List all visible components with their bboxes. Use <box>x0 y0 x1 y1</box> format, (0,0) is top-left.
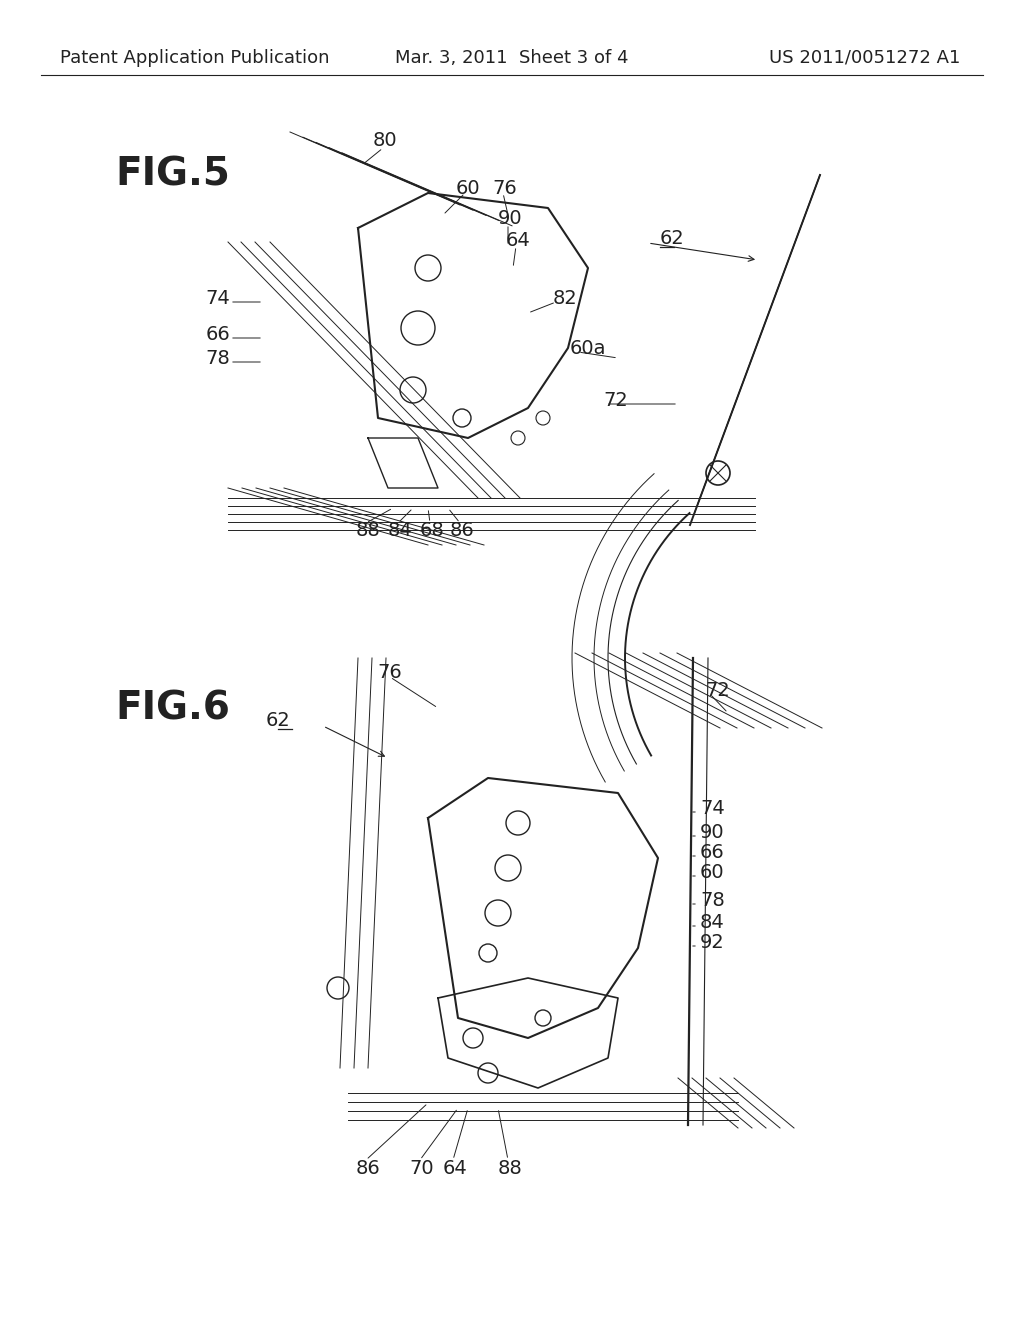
Text: 78: 78 <box>700 891 725 909</box>
Text: 60: 60 <box>700 862 725 882</box>
Text: 72: 72 <box>706 681 730 700</box>
Text: FIG.6: FIG.6 <box>115 690 229 729</box>
Text: 60a: 60a <box>569 338 606 358</box>
Text: 90: 90 <box>498 209 522 227</box>
Text: 74: 74 <box>700 799 725 817</box>
Text: 66: 66 <box>206 326 230 345</box>
Text: 60: 60 <box>456 178 480 198</box>
Text: 90: 90 <box>700 822 725 842</box>
Text: 66: 66 <box>700 842 725 862</box>
Text: 86: 86 <box>450 520 474 540</box>
Text: 74: 74 <box>206 289 230 308</box>
Text: 70: 70 <box>410 1159 434 1177</box>
Text: Patent Application Publication: Patent Application Publication <box>60 49 330 67</box>
Text: 84: 84 <box>700 912 725 932</box>
Text: 62: 62 <box>265 710 291 730</box>
Text: 64: 64 <box>506 231 530 249</box>
Text: 62: 62 <box>660 228 685 248</box>
Text: 64: 64 <box>442 1159 467 1177</box>
Text: FIG.5: FIG.5 <box>115 154 229 193</box>
Text: 78: 78 <box>206 348 230 367</box>
Text: 76: 76 <box>378 663 402 681</box>
Text: 84: 84 <box>388 520 413 540</box>
Text: 76: 76 <box>493 178 517 198</box>
Text: 88: 88 <box>498 1159 522 1177</box>
Text: 82: 82 <box>553 289 578 308</box>
Text: 68: 68 <box>420 520 444 540</box>
Text: 92: 92 <box>700 932 725 952</box>
Text: Mar. 3, 2011  Sheet 3 of 4: Mar. 3, 2011 Sheet 3 of 4 <box>395 49 629 67</box>
Text: US 2011/0051272 A1: US 2011/0051272 A1 <box>769 49 961 67</box>
Text: 80: 80 <box>373 131 397 149</box>
Text: 72: 72 <box>603 391 629 409</box>
Text: 88: 88 <box>355 520 380 540</box>
Text: 86: 86 <box>355 1159 380 1177</box>
